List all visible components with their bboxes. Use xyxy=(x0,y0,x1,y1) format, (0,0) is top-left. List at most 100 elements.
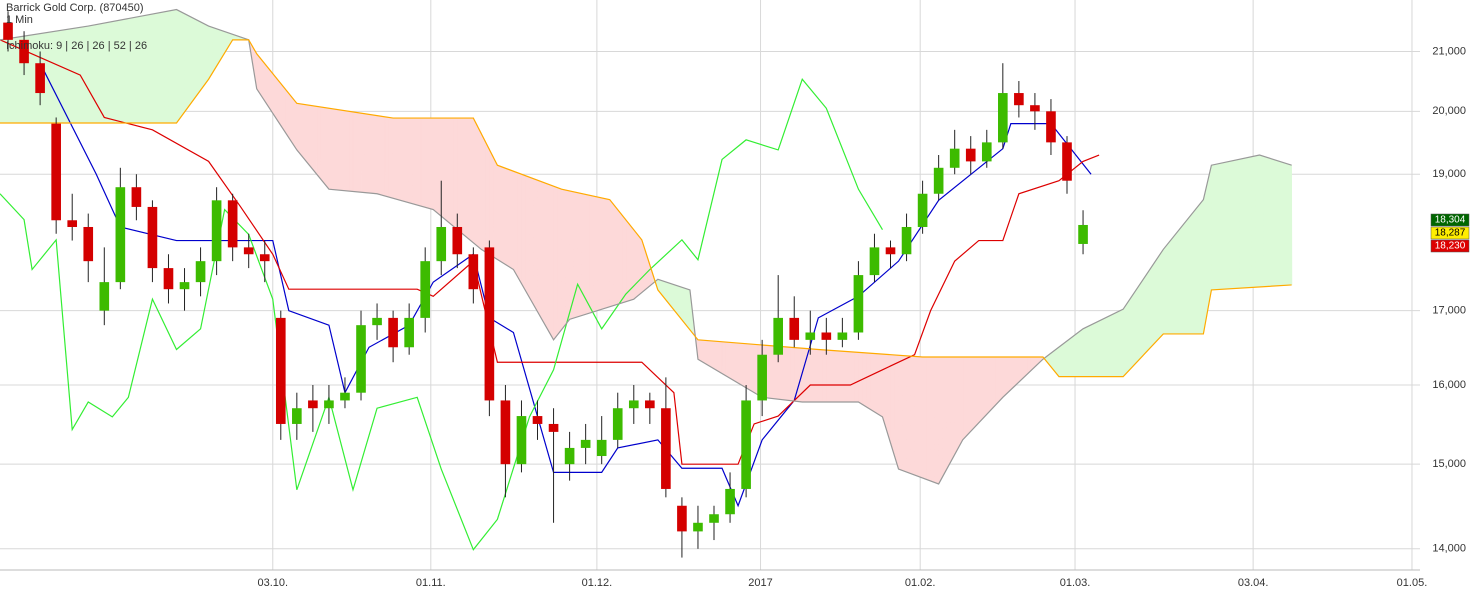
cloud xyxy=(148,13,154,124)
cloud xyxy=(489,149,494,258)
candle-body xyxy=(885,247,896,255)
cloud xyxy=(1070,334,1076,377)
cloud xyxy=(677,285,683,321)
candle-body xyxy=(853,275,864,333)
cloud xyxy=(152,12,158,124)
last-value-label: 18,287 xyxy=(1435,228,1466,239)
cloud xyxy=(549,184,555,342)
cloud xyxy=(260,57,266,102)
cloud xyxy=(926,356,932,482)
cloud xyxy=(517,172,523,285)
x-tick-label: 03.10. xyxy=(257,577,288,589)
cloud xyxy=(360,112,366,193)
cloud xyxy=(1106,314,1112,377)
candle-body xyxy=(612,408,623,440)
cloud xyxy=(593,195,599,313)
cloud xyxy=(573,191,579,319)
cloud xyxy=(456,117,462,234)
cloud xyxy=(501,166,507,265)
cloud xyxy=(452,117,458,230)
cloud xyxy=(942,356,948,477)
cloud xyxy=(878,353,884,418)
x-tick-label: 01.03. xyxy=(1060,577,1091,589)
cloud xyxy=(184,13,190,113)
cloud xyxy=(513,170,519,278)
cloud xyxy=(404,117,410,204)
candle-body xyxy=(741,400,751,489)
cloud xyxy=(0,38,5,124)
cloud xyxy=(533,178,539,313)
cloud xyxy=(713,340,719,372)
cloud xyxy=(440,117,446,221)
cloud xyxy=(396,117,402,201)
cloud xyxy=(525,175,531,299)
cloud xyxy=(553,185,559,341)
cloud xyxy=(172,9,178,124)
cloud xyxy=(400,117,406,203)
candle-body xyxy=(837,332,848,340)
cloud xyxy=(789,346,795,402)
last-value-box xyxy=(1430,239,1470,253)
candle-body xyxy=(1046,111,1056,143)
cloud xyxy=(1058,343,1064,377)
cloud xyxy=(577,192,583,318)
cloud xyxy=(1138,277,1144,361)
cloud xyxy=(280,82,286,133)
cloud xyxy=(950,356,956,462)
cloud xyxy=(392,117,398,200)
cloud xyxy=(308,104,314,171)
cloud xyxy=(328,107,334,190)
cloud xyxy=(412,117,418,206)
cloud xyxy=(745,343,751,391)
cloud xyxy=(316,106,322,181)
x-tick-label: 2017 xyxy=(748,577,772,589)
cloud xyxy=(1235,158,1241,289)
cloud xyxy=(685,288,691,331)
candle-body xyxy=(292,408,302,424)
cloud xyxy=(613,203,619,306)
indicator-line xyxy=(0,8,1292,485)
cloud xyxy=(1215,163,1221,290)
cloud xyxy=(1118,308,1124,377)
cloud xyxy=(188,15,194,108)
cloud xyxy=(164,10,170,124)
cloud xyxy=(737,342,743,386)
cloud xyxy=(801,347,807,403)
candle-body xyxy=(500,400,511,465)
candle-body xyxy=(645,400,655,409)
cloud xyxy=(850,351,856,403)
cloud xyxy=(160,11,166,124)
cloud xyxy=(874,353,880,415)
cloud xyxy=(1066,337,1072,377)
candle-body xyxy=(709,514,719,523)
cloud xyxy=(1283,162,1289,286)
candle-body xyxy=(67,220,78,227)
cloud xyxy=(1166,238,1172,335)
cloud xyxy=(557,187,563,336)
cloud xyxy=(1134,283,1140,365)
cloud xyxy=(601,197,607,310)
cloud xyxy=(537,179,543,320)
cloud xyxy=(898,354,904,471)
cloud xyxy=(1158,248,1164,339)
cloud xyxy=(1006,356,1012,395)
cloud xyxy=(725,341,731,379)
x-tick-label: 01.02. xyxy=(905,577,936,589)
cloud xyxy=(1231,159,1237,289)
candle-body xyxy=(179,282,190,290)
cloud xyxy=(621,213,627,304)
cloud xyxy=(866,352,872,410)
candle-body xyxy=(757,354,767,401)
cloud xyxy=(910,355,916,476)
candle-body xyxy=(3,22,13,40)
cloud xyxy=(741,343,747,389)
cloud xyxy=(1259,154,1265,288)
cloud xyxy=(128,17,133,124)
candle-body xyxy=(677,505,687,532)
cloud xyxy=(854,351,860,403)
cloud xyxy=(1239,158,1245,289)
cloud xyxy=(156,12,162,124)
cloud xyxy=(1255,154,1261,288)
